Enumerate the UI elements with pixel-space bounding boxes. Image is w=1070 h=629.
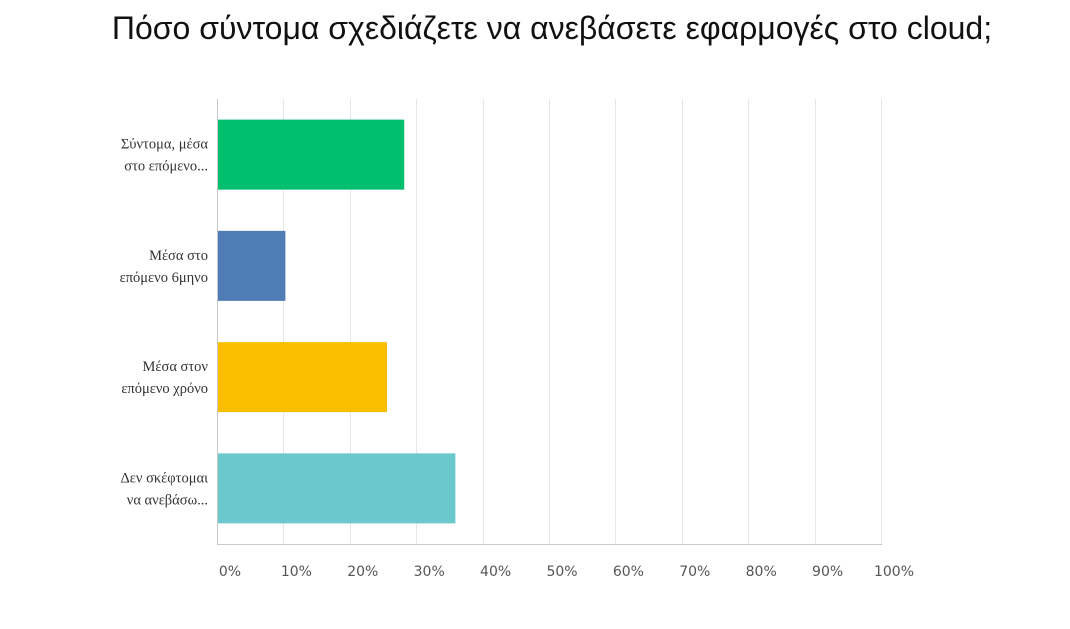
x-tick-labels: 0% 10% 20% 30% 40% 50% 60% 70% 80% 90% 100% [219, 564, 914, 580]
category-label: Μέσα στο [149, 248, 208, 264]
x-tick-label: 80% [746, 564, 777, 580]
category-label: Μέσα στον [143, 359, 209, 375]
bars [217, 119, 456, 524]
bar [217, 453, 456, 524]
category-labels: Σύντομα, μέσα στο επόμενο... Μέσα στο επόμε… [120, 137, 209, 509]
x-tick-label: 10% [281, 564, 312, 580]
x-tick-label: 20% [347, 564, 378, 580]
x-tick-label: 70% [679, 564, 710, 580]
category-label: στο επόμενο... [124, 159, 208, 175]
x-tick-label: 30% [414, 564, 445, 580]
category-label: Δεν σκέφτομαι [120, 470, 208, 486]
x-tick-label: 100% [874, 564, 914, 580]
category-label: επόμενο χρόνο [121, 381, 208, 397]
x-tick-label: 90% [812, 564, 843, 580]
category-label: επόμενο 6μηνο [120, 270, 208, 286]
x-tick-label: 50% [546, 564, 577, 580]
category-label: να ανεβάσω... [127, 492, 208, 508]
bar [217, 230, 286, 301]
x-tick-label: 40% [480, 564, 511, 580]
bar [217, 119, 405, 190]
bar [217, 342, 387, 413]
category-label: Σύντομα, μέσα [121, 137, 209, 153]
gridlines [283, 99, 882, 544]
axes [217, 99, 882, 545]
x-tick-label: 60% [613, 564, 644, 580]
chart-title: Πόσο σύντομα σχεδιάζετε να ανεβάσετε εφα… [111, 10, 993, 46]
x-tick-label: 0% [219, 564, 241, 580]
